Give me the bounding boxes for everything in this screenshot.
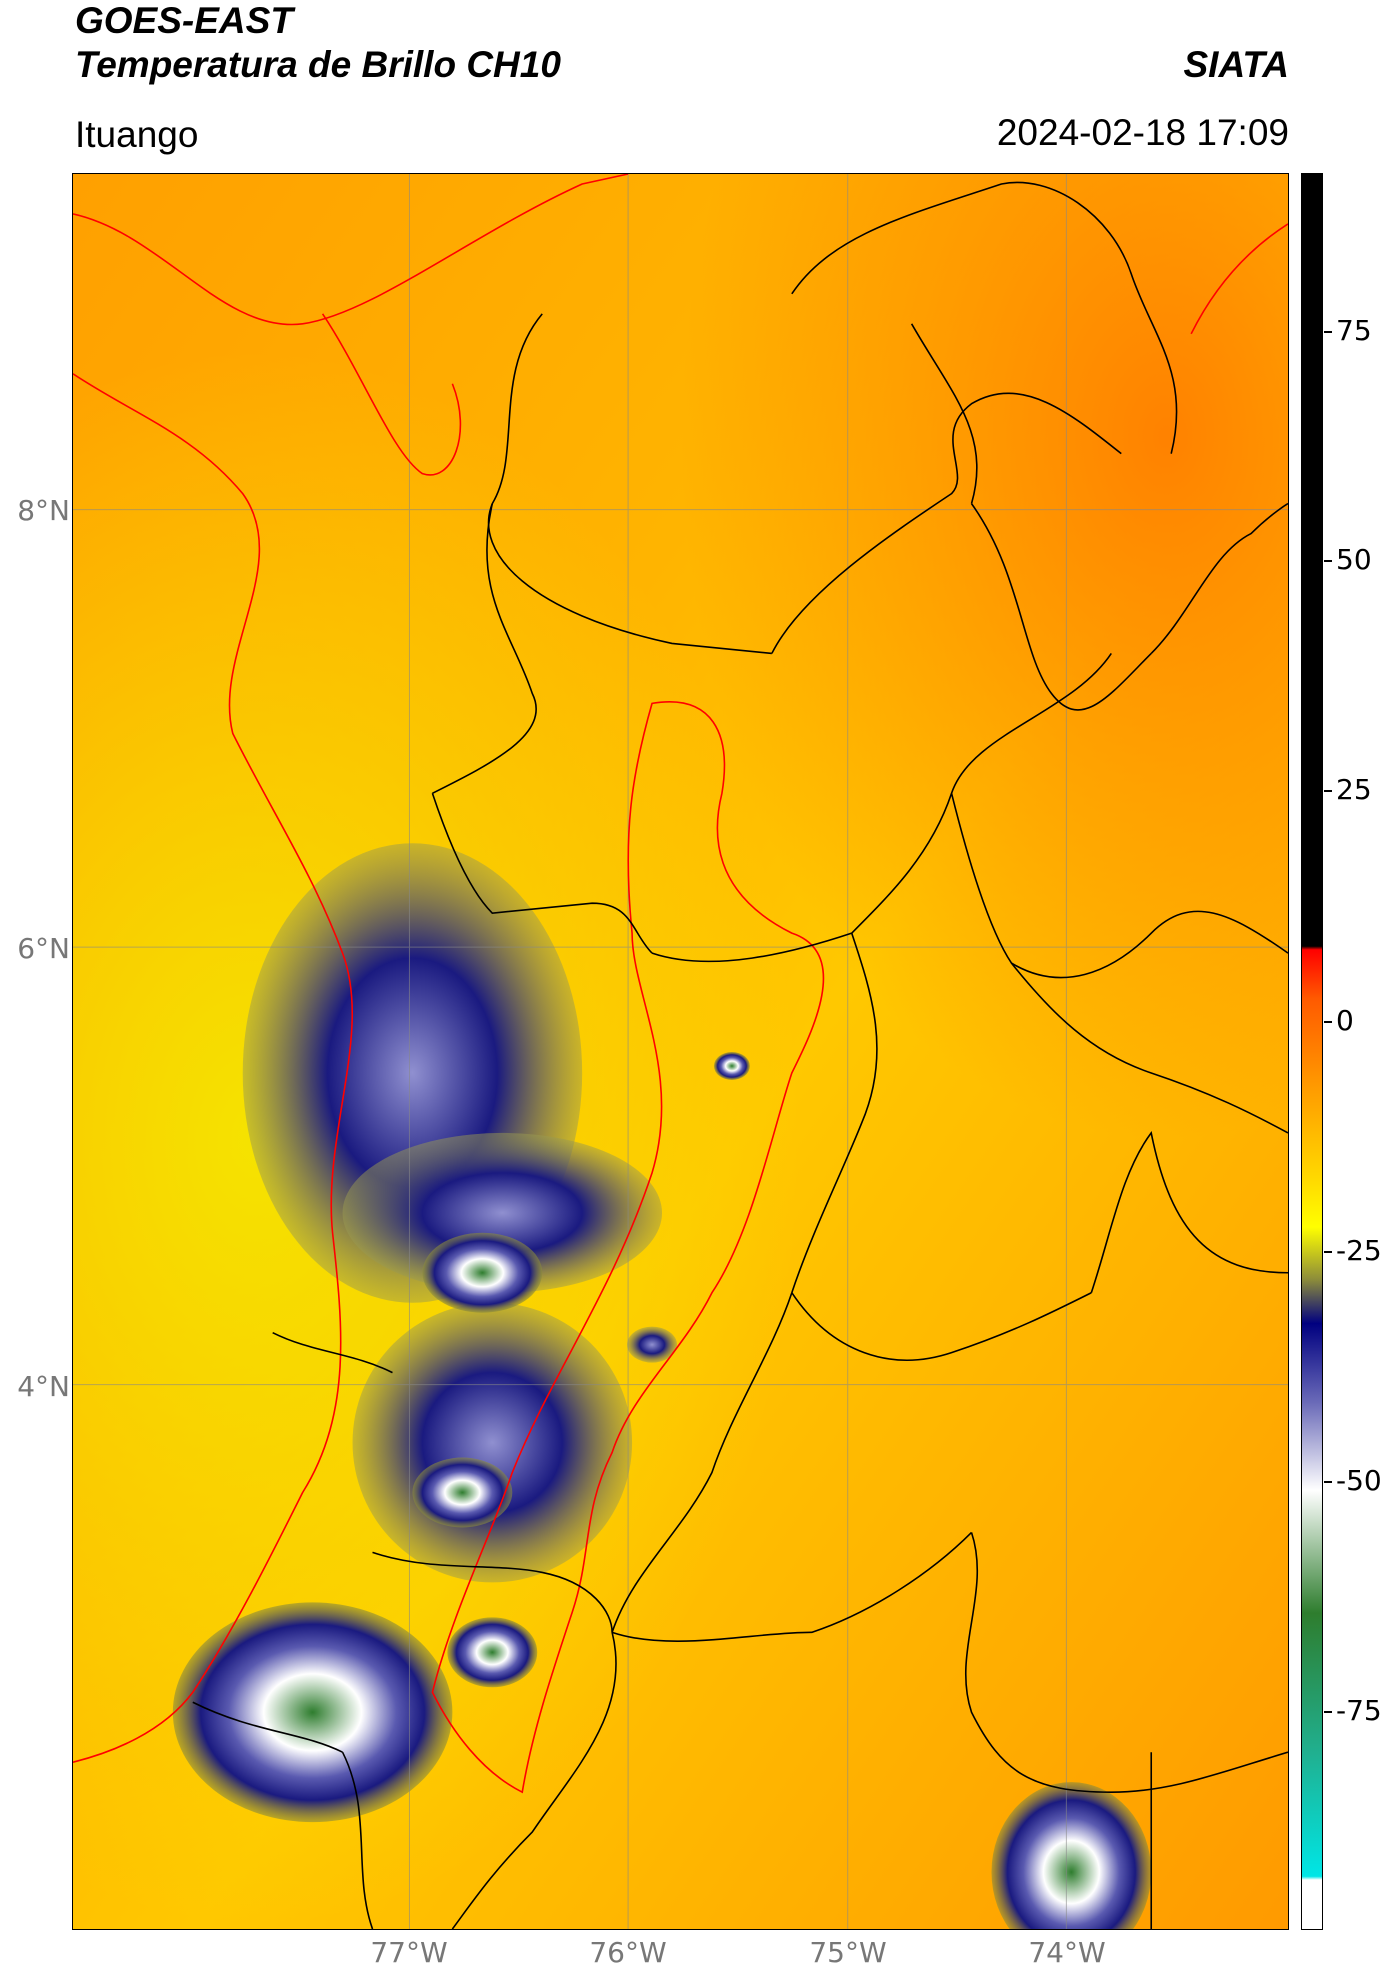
colorbar-label-minus75: -75 — [1336, 1694, 1382, 1727]
map-canvas — [73, 174, 1288, 1929]
colorbar-tick — [1324, 1711, 1332, 1713]
colorbar-label-minus25: -25 — [1336, 1234, 1382, 1267]
colorbar-label-0: 0 — [1336, 1004, 1354, 1037]
brand-label: SIATA — [1183, 44, 1289, 85]
colorbar — [1301, 173, 1323, 1930]
lon-label-76w: 76°W — [589, 1936, 667, 1969]
colorbar-tick — [1324, 331, 1332, 333]
lon-label-75w: 75°W — [809, 1936, 887, 1969]
colorbar-tick — [1324, 1481, 1332, 1483]
brightness-temperature-map — [72, 173, 1289, 1930]
colorbar-tick — [1324, 1021, 1332, 1023]
lat-label-8n: 8°N — [17, 494, 70, 527]
colorbar-gradient — [1302, 174, 1322, 1929]
lat-label-6n: 6°N — [17, 932, 70, 965]
colorbar-label-50: 50 — [1336, 543, 1372, 576]
colorbar-tick — [1324, 790, 1332, 792]
satellite-title: GOES-EAST — [75, 0, 293, 41]
colorbar-label-75: 75 — [1336, 314, 1372, 347]
colorbar-tick — [1324, 560, 1332, 562]
product-title: Temperatura de Brillo CH10 — [75, 44, 561, 85]
colorbar-tick — [1324, 1251, 1332, 1253]
location-label: Ituango — [75, 114, 199, 155]
colorbar-label-minus50: -50 — [1336, 1464, 1382, 1497]
colorbar-label-25: 25 — [1336, 773, 1372, 806]
lat-label-4n: 4°N — [17, 1370, 70, 1403]
lon-label-77w: 77°W — [370, 1936, 448, 1969]
datetime-label: 2024-02-18 17:09 — [996, 112, 1289, 153]
lon-label-74w: 74°W — [1028, 1936, 1106, 1969]
